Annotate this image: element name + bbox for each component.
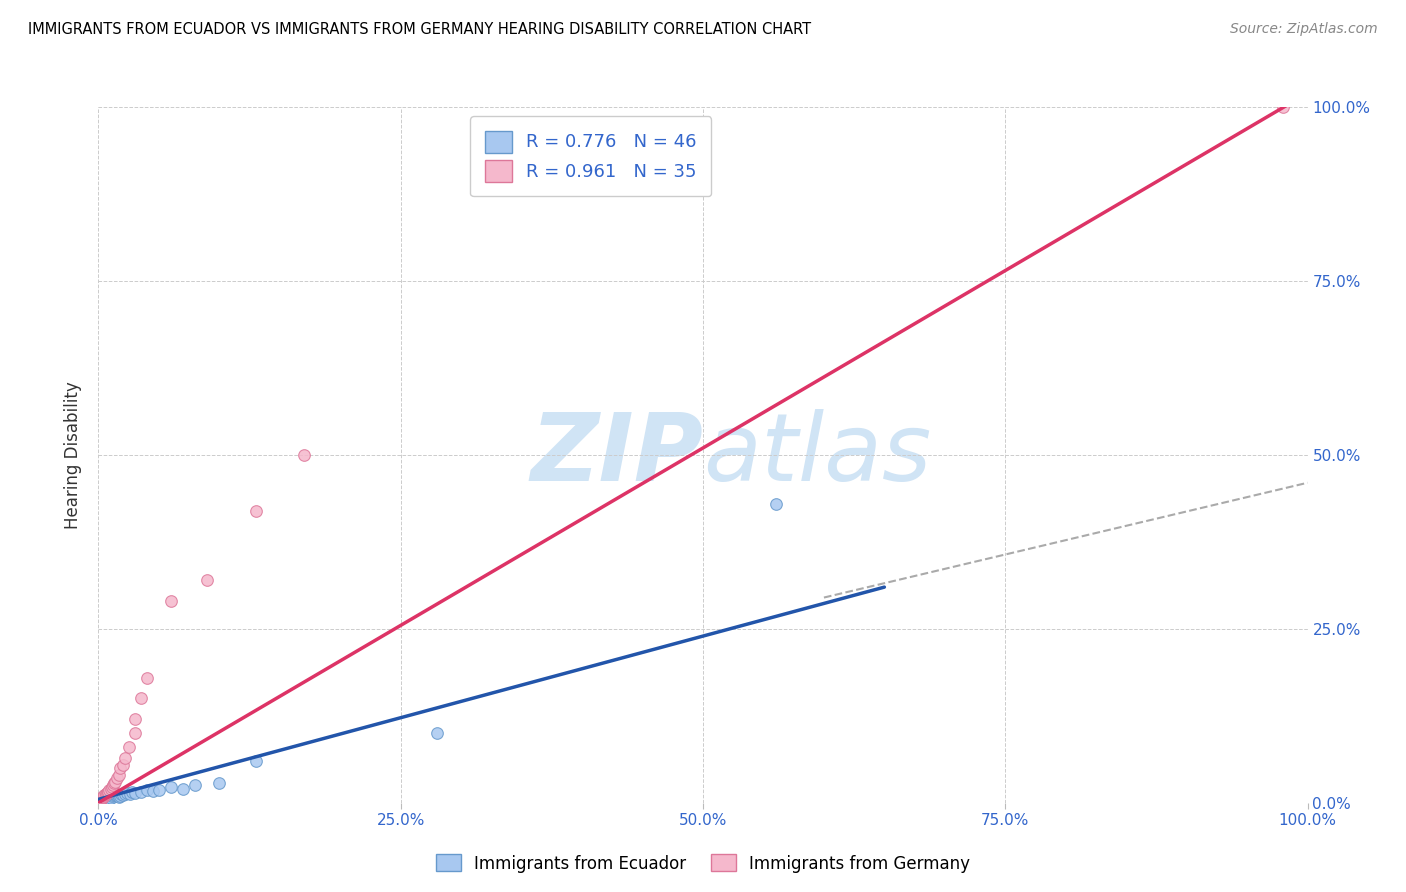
Point [114, 750, 136, 764]
Point [98, 783, 121, 797]
Point [89, 794, 111, 808]
Point [124, 726, 146, 740]
Point [91, 791, 114, 805]
Point [118, 740, 141, 755]
Point [110, 788, 132, 802]
Legend: R = 0.776   N = 46, R = 0.961   N = 35: R = 0.776 N = 46, R = 0.961 N = 35 [470, 116, 711, 196]
Point [135, 783, 157, 797]
Point [93, 792, 115, 806]
Point [90, 792, 112, 806]
Text: IMMIGRANTS FROM ECUADOR VS IMMIGRANTS FROM GERMANY HEARING DISABILITY CORRELATIO: IMMIGRANTS FROM ECUADOR VS IMMIGRANTS FR… [28, 22, 811, 37]
Point [91, 789, 114, 804]
Point [90, 793, 112, 807]
Point [245, 503, 267, 517]
Point [142, 784, 165, 798]
Point [94, 792, 117, 806]
Point [91, 794, 114, 808]
Point [1272, 100, 1295, 114]
Point [108, 768, 131, 782]
Point [96, 791, 118, 805]
Point [94, 787, 117, 801]
Point [172, 781, 194, 796]
Point [98, 790, 121, 805]
Point [94, 788, 117, 802]
Point [105, 789, 128, 803]
Point [98, 791, 121, 805]
Point [101, 778, 124, 792]
Point [96, 786, 118, 800]
Point [103, 788, 125, 802]
Point [245, 754, 267, 768]
Point [100, 789, 122, 803]
Point [94, 791, 117, 805]
Point [124, 786, 146, 800]
Point [114, 787, 136, 801]
Point [108, 789, 131, 804]
Point [129, 691, 152, 706]
Point [118, 788, 141, 802]
Point [104, 787, 127, 801]
Point [105, 772, 128, 786]
Point [97, 792, 120, 806]
Point [195, 573, 218, 587]
Point [135, 671, 157, 685]
Point [91, 791, 114, 805]
Point [101, 788, 124, 802]
Point [91, 792, 114, 806]
Point [426, 726, 449, 740]
Point [100, 791, 122, 805]
Point [100, 789, 122, 804]
Point [89, 794, 111, 808]
Point [160, 780, 183, 795]
Point [93, 789, 115, 803]
Point [104, 775, 127, 789]
Point [121, 785, 143, 799]
Point [124, 712, 146, 726]
Point [117, 786, 139, 800]
Text: ZIP: ZIP [530, 409, 703, 501]
Point [292, 448, 315, 462]
Point [765, 497, 787, 511]
Point [91, 793, 114, 807]
Point [100, 780, 122, 795]
Point [96, 793, 118, 807]
Point [91, 790, 114, 805]
Point [108, 789, 131, 803]
Point [148, 782, 170, 797]
Y-axis label: Hearing Disability: Hearing Disability [65, 381, 83, 529]
Point [97, 785, 120, 799]
Point [108, 761, 131, 775]
Point [111, 788, 134, 802]
Point [100, 781, 122, 796]
Point [208, 776, 231, 790]
Legend: Immigrants from Ecuador, Immigrants from Germany: Immigrants from Ecuador, Immigrants from… [429, 847, 977, 880]
Point [103, 776, 125, 790]
Point [89, 793, 111, 807]
Point [111, 757, 134, 772]
Point [89, 794, 111, 808]
Point [184, 778, 207, 792]
Point [93, 788, 115, 802]
Text: Source: ZipAtlas.com: Source: ZipAtlas.com [1230, 22, 1378, 37]
Point [160, 594, 183, 608]
Point [90, 791, 112, 805]
Point [107, 788, 129, 802]
Text: atlas: atlas [703, 409, 931, 500]
Point [97, 785, 120, 799]
Point [93, 793, 115, 807]
Point [129, 785, 152, 799]
Point [97, 791, 120, 805]
Point [90, 794, 112, 808]
